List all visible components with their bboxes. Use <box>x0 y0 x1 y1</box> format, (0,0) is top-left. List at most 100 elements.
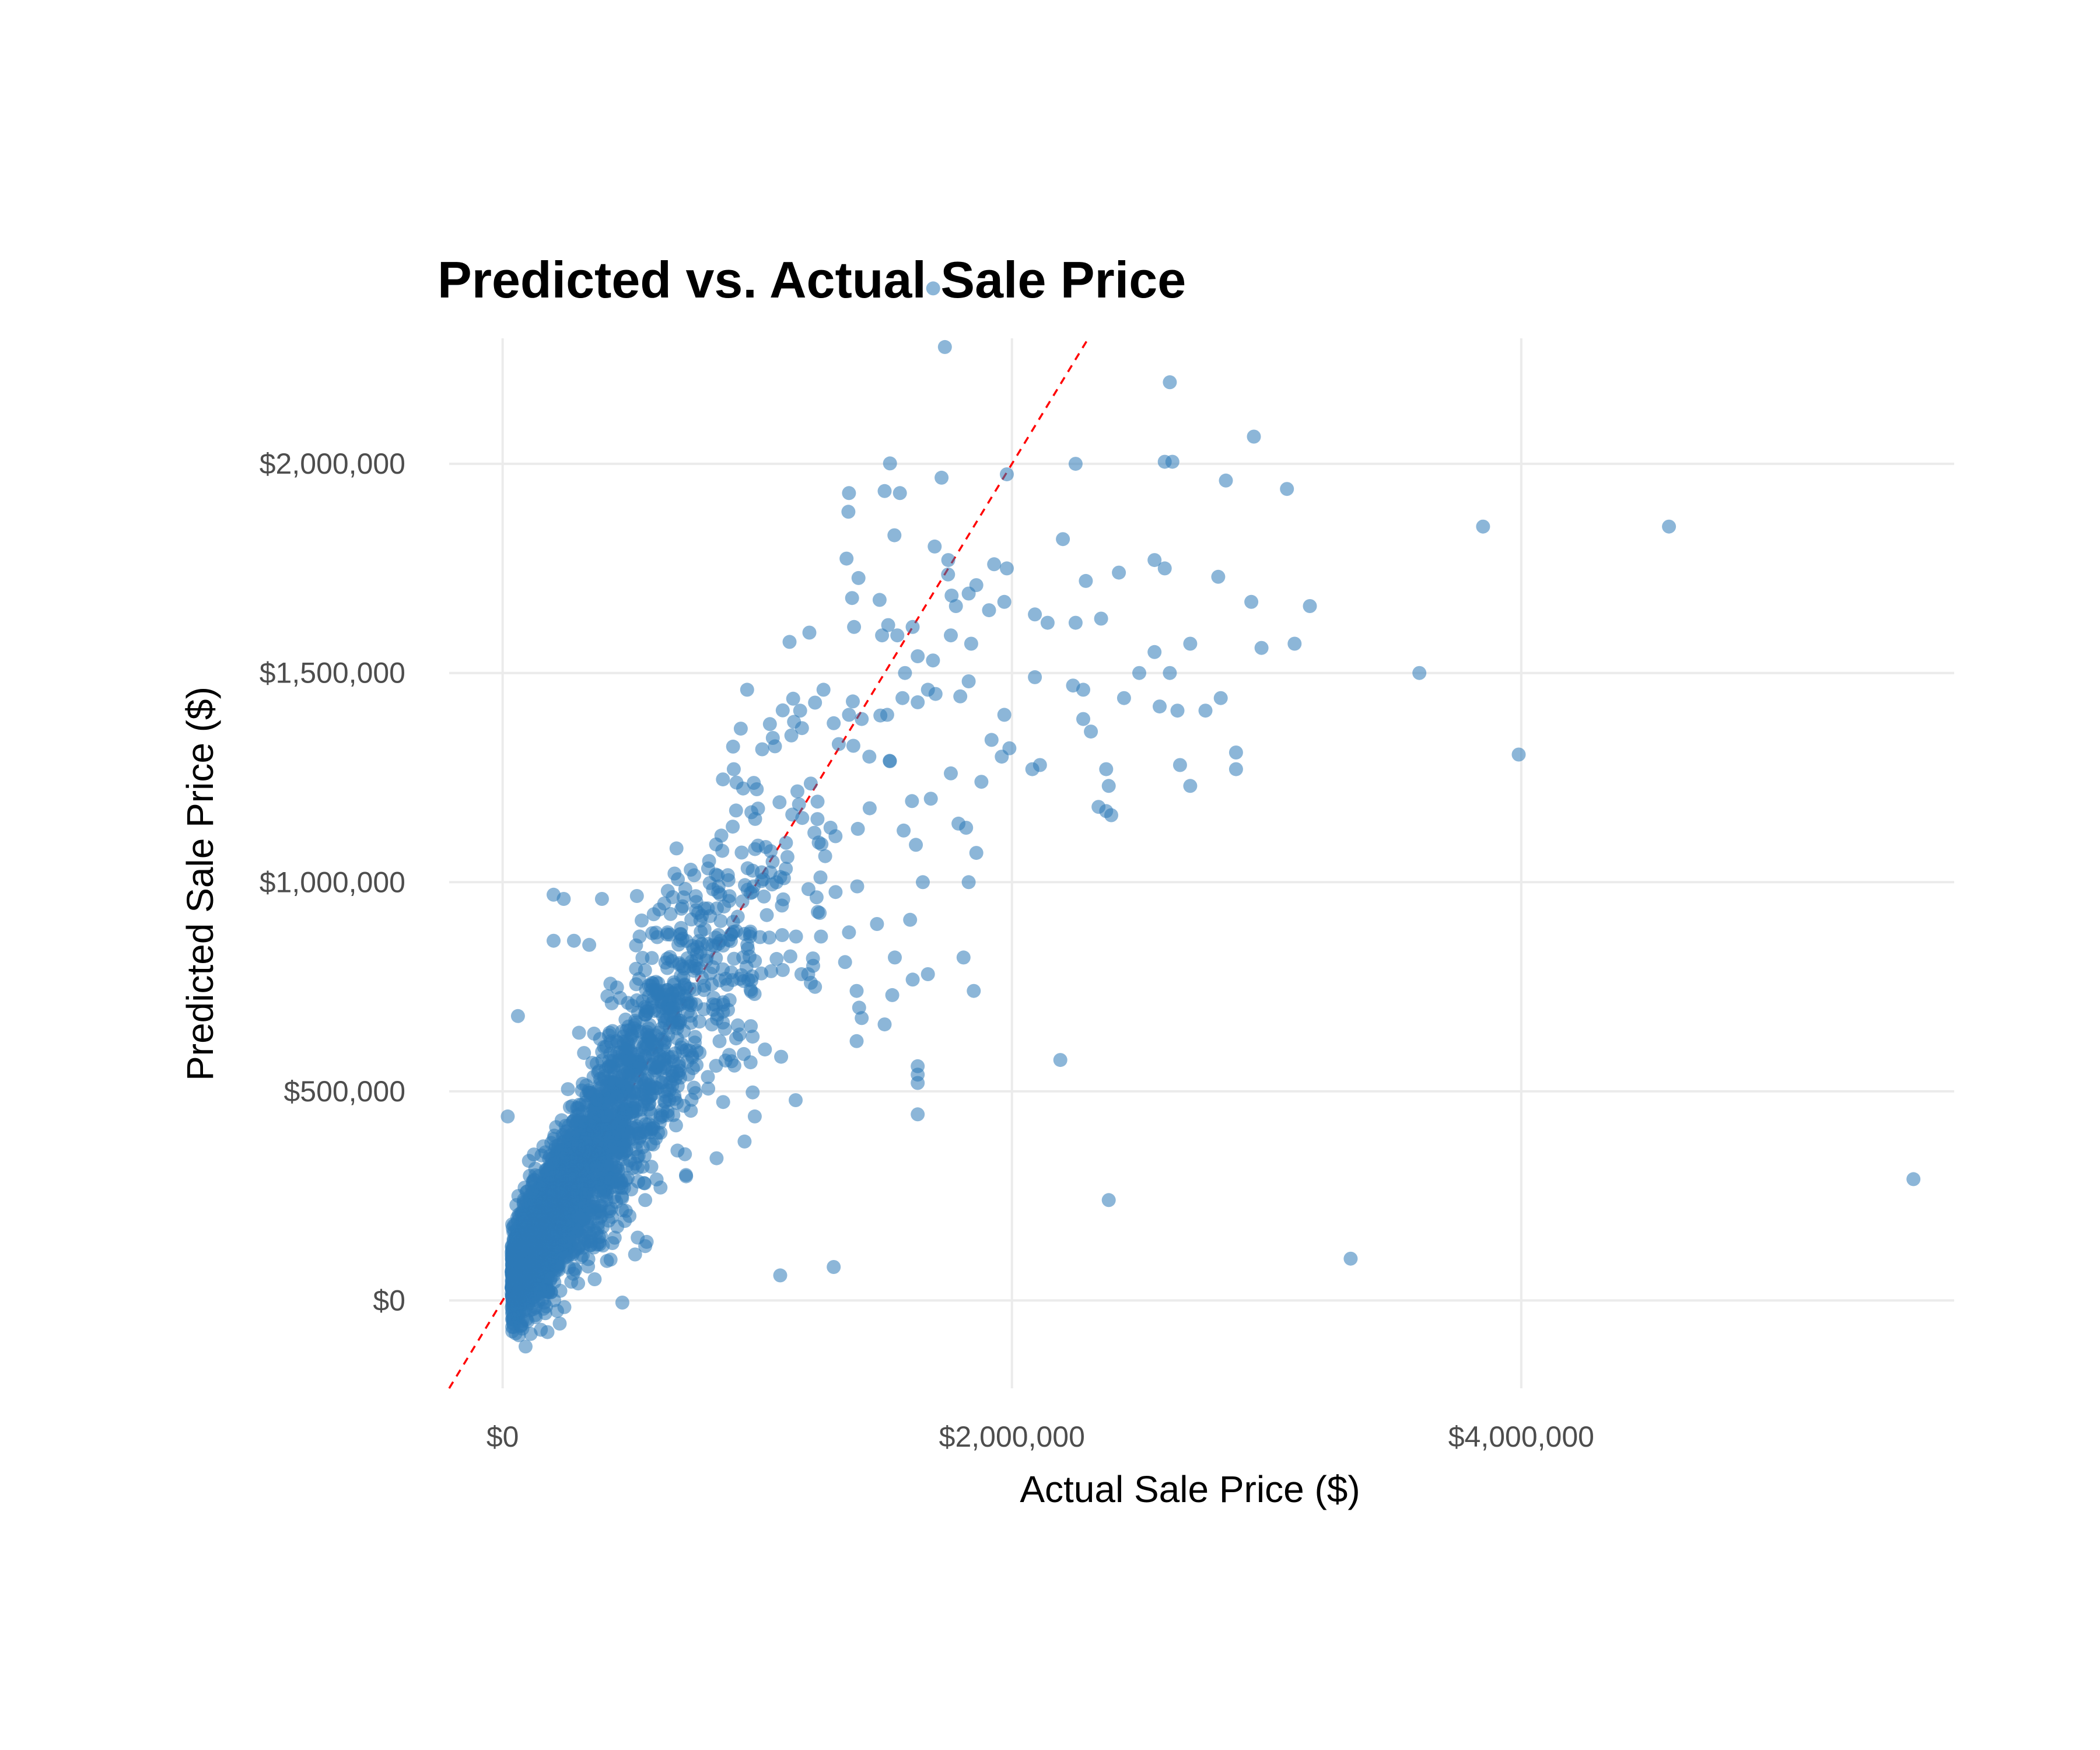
data-point <box>644 1160 659 1174</box>
data-point <box>872 593 887 607</box>
data-point <box>709 1151 724 1166</box>
data-point <box>775 963 790 977</box>
data-point <box>855 712 869 726</box>
data-point <box>949 599 963 613</box>
data-point <box>541 1285 556 1300</box>
data-point <box>550 1304 564 1318</box>
data-point <box>710 868 725 883</box>
data-point <box>842 486 856 501</box>
data-point <box>941 567 956 582</box>
data-point <box>1094 611 1108 626</box>
data-point <box>594 1122 608 1137</box>
data-point <box>722 894 736 908</box>
data-point <box>851 570 866 585</box>
data-point <box>740 861 755 876</box>
data-point <box>1476 519 1490 534</box>
data-point <box>909 838 923 852</box>
data-point <box>570 1101 584 1115</box>
data-point <box>660 925 675 940</box>
data-point <box>697 922 712 936</box>
data-point <box>765 855 780 869</box>
data-point <box>727 1058 741 1073</box>
data-point <box>758 1042 772 1057</box>
data-point <box>801 967 816 981</box>
data-point <box>710 901 724 916</box>
data-point <box>741 942 755 956</box>
data-point <box>842 708 856 722</box>
data-point <box>1147 553 1162 568</box>
data-point <box>614 1176 629 1190</box>
data-point <box>646 907 661 922</box>
data-point <box>582 937 597 952</box>
data-point <box>534 1322 548 1337</box>
data-point <box>1076 712 1090 726</box>
data-point <box>911 1076 925 1090</box>
data-point <box>564 1275 579 1289</box>
data-point <box>522 1154 536 1168</box>
data-point <box>603 1026 617 1040</box>
data-point <box>1068 615 1083 630</box>
data-point <box>789 1093 803 1107</box>
data-point <box>765 731 780 745</box>
data-point <box>831 737 846 751</box>
data-point <box>1163 666 1177 680</box>
data-point <box>776 892 790 907</box>
data-point <box>870 917 884 931</box>
data-point <box>1219 473 1233 488</box>
data-point <box>670 1031 684 1046</box>
data-point <box>635 951 650 965</box>
data-point <box>905 620 920 634</box>
data-point <box>534 1182 549 1196</box>
data-point <box>581 1252 596 1266</box>
data-point <box>903 912 918 927</box>
x-tick-label: $0 <box>487 1420 519 1453</box>
data-point <box>736 781 750 796</box>
data-point <box>1101 779 1116 793</box>
data-point <box>1412 666 1427 680</box>
data-point <box>801 882 816 897</box>
data-point <box>1211 569 1226 584</box>
data-point <box>671 985 686 1000</box>
data-point <box>746 1085 760 1100</box>
data-point <box>638 1239 653 1254</box>
data-point <box>841 505 856 519</box>
data-point <box>789 929 803 944</box>
data-point <box>862 750 877 764</box>
data-point <box>642 1018 657 1032</box>
data-point <box>944 589 959 603</box>
data-point <box>730 909 745 924</box>
data-point <box>716 1095 730 1110</box>
data-point <box>1084 724 1098 739</box>
data-point <box>701 1070 715 1084</box>
data-point <box>1028 670 1042 684</box>
data-point <box>898 666 912 680</box>
data-point <box>646 977 660 991</box>
data-point <box>608 1163 623 1177</box>
data-point <box>814 929 828 944</box>
data-point <box>850 879 864 894</box>
data-point <box>762 717 777 732</box>
data-point <box>716 772 730 787</box>
data-point <box>536 1301 551 1316</box>
data-point <box>823 820 838 835</box>
data-point <box>643 1028 657 1043</box>
data-point <box>880 708 894 722</box>
data-point <box>721 1003 735 1017</box>
data-point <box>760 908 774 922</box>
data-point <box>883 754 897 768</box>
data-point <box>803 776 818 791</box>
data-point <box>537 1199 552 1214</box>
data-point <box>883 456 897 471</box>
data-point <box>603 1252 618 1267</box>
data-point <box>774 1049 789 1064</box>
data-point <box>737 1134 752 1149</box>
data-point <box>772 795 787 810</box>
data-point <box>751 802 765 816</box>
data-point <box>513 1318 528 1333</box>
data-point <box>657 896 671 911</box>
data-point <box>782 635 797 649</box>
data-point <box>521 1212 536 1227</box>
data-point <box>746 1030 760 1044</box>
data-point <box>596 1156 611 1170</box>
data-point <box>967 984 981 998</box>
